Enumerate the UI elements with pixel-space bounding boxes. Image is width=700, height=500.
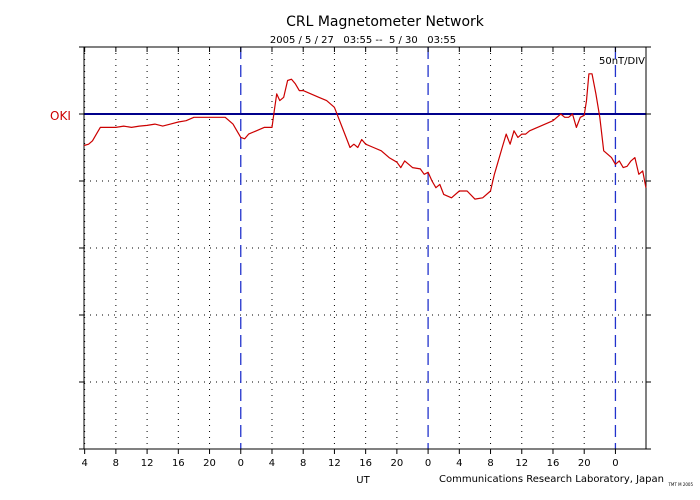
x-tick-label: 20 bbox=[203, 458, 216, 469]
x-axis-label: UT bbox=[356, 475, 370, 486]
x-tick-label: 16 bbox=[359, 458, 372, 469]
chart-subtitle: 2005 / 5 / 27 03:55 -- 5 / 30 03:55 bbox=[270, 35, 456, 46]
day-boundaries bbox=[240, 47, 617, 449]
scale-label: 50nT/DIV bbox=[599, 56, 645, 67]
x-tick-label: 0 bbox=[238, 458, 244, 469]
x-tick-label: 12 bbox=[141, 458, 154, 469]
x-tick-label: 12 bbox=[515, 458, 528, 469]
x-tick-label: 4 bbox=[456, 458, 462, 469]
x-tick-label: 8 bbox=[300, 458, 306, 469]
x-tick-label: 8 bbox=[487, 458, 493, 469]
x-tick-label: 12 bbox=[328, 458, 341, 469]
x-tick-label: 4 bbox=[81, 458, 87, 469]
x-tick-label: 0 bbox=[612, 458, 618, 469]
series-layer bbox=[83, 73, 647, 200]
x-tick-label: 16 bbox=[547, 458, 560, 469]
axis-ticks: 4 8 12 16 20 0 4 8 12 16 20 0 4 8 12 16 20 0 bbox=[79, 46, 651, 469]
station-label: OKI bbox=[50, 109, 71, 123]
chart-title: CRL Magnetometer Network bbox=[286, 14, 485, 30]
grid bbox=[84, 47, 646, 449]
x-tick-label: 20 bbox=[391, 458, 404, 469]
x-tick-label: 0 bbox=[425, 458, 431, 469]
tiny-note: TMT M 2005 bbox=[667, 482, 693, 487]
series-line-oki bbox=[83, 73, 647, 200]
x-tick-label: 8 bbox=[113, 458, 119, 469]
credit-label: Communications Research Laboratory, Japa… bbox=[439, 474, 664, 485]
x-tick-label: 4 bbox=[269, 458, 275, 469]
x-tick-label: 16 bbox=[172, 458, 185, 469]
x-tick-label: 20 bbox=[578, 458, 591, 469]
